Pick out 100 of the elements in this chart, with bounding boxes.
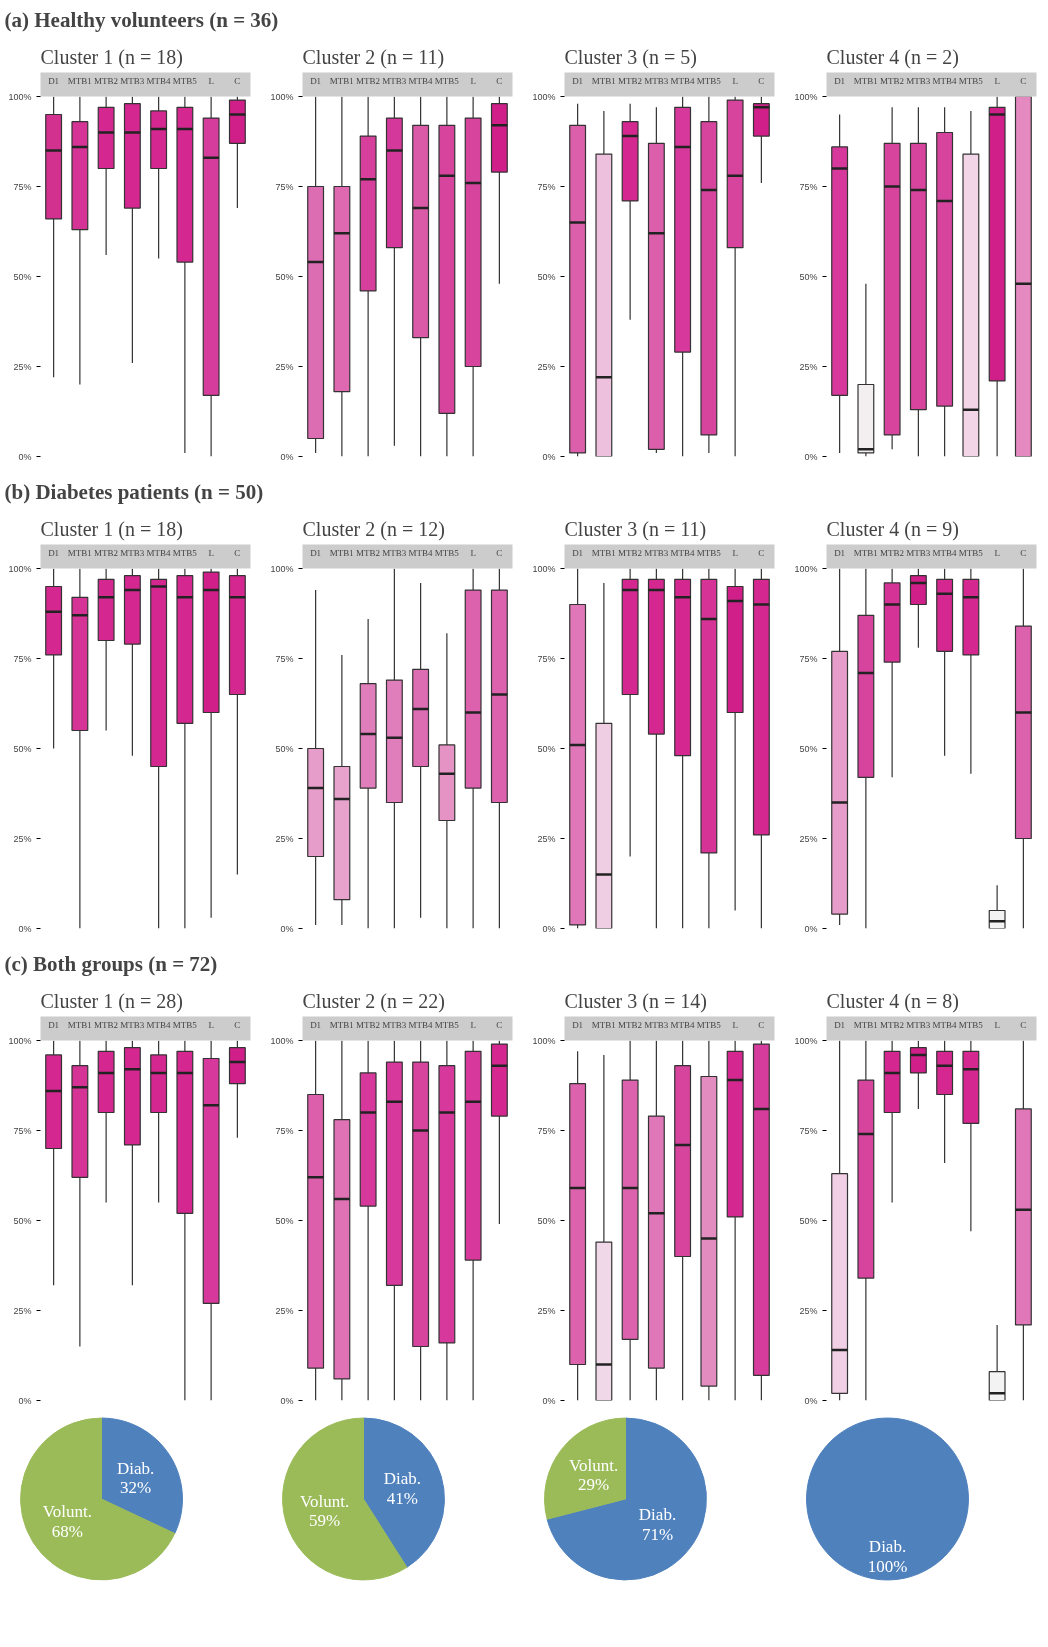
x-tick-label: MTB1 — [67, 1019, 92, 1030]
x-tick-label: MTB2 — [618, 1019, 643, 1030]
chart-title: Cluster 1 (n = 28) — [40, 989, 183, 1013]
x-tick-label: C — [1020, 1019, 1027, 1030]
y-tick-label: 75% — [537, 181, 556, 192]
y-tick-label: 75% — [799, 181, 818, 192]
y-tick-label: 75% — [13, 653, 32, 664]
x-tick-label: L — [208, 1019, 214, 1030]
y-tick-label: 0% — [18, 1395, 32, 1406]
x-tick-label: MTB3 — [906, 1019, 931, 1030]
x-tick-label: MTB4 — [146, 547, 172, 558]
x-tick-label: L — [470, 547, 476, 558]
chart-title: Cluster 4 (n = 2) — [826, 45, 959, 69]
y-tick-label: 25% — [13, 1305, 32, 1316]
y-tick-label: 0% — [18, 923, 32, 934]
y-tick-label: 100% — [8, 563, 32, 574]
y-tick-label: 50% — [537, 271, 556, 282]
x-tick-label: MTB3 — [906, 75, 931, 86]
x-tick-label: MTB4 — [408, 1019, 434, 1030]
x-tick-label: MTB1 — [329, 1019, 354, 1030]
y-tick-label: 25% — [13, 833, 32, 844]
x-tick-label: MTB3 — [644, 547, 669, 558]
y-tick-label: 100% — [532, 1035, 556, 1046]
y-tick-label: 100% — [532, 91, 556, 102]
x-tick-label: MTB2 — [880, 547, 905, 558]
x-tick-label: MTB2 — [618, 75, 643, 86]
x-tick-label: L — [470, 75, 476, 86]
y-tick-label: 0% — [280, 451, 294, 462]
slice-label: Volunt. — [568, 1455, 619, 1475]
chart-title: Cluster 3 (n = 14) — [564, 989, 707, 1013]
x-tick-label: D1 — [572, 75, 584, 86]
x-tick-label: MTB1 — [591, 75, 616, 86]
x-tick-label: C — [758, 75, 765, 86]
x-tick-label: C — [496, 1019, 503, 1030]
y-tick-label: 100% — [270, 91, 294, 102]
y-tick-label: 75% — [799, 653, 818, 664]
x-tick-label: MTB5 — [958, 547, 984, 558]
chart-title: Cluster 4 (n = 8) — [826, 989, 959, 1013]
data-label: 29% — [577, 1475, 610, 1495]
slice-label: Volunt. — [299, 1491, 350, 1511]
x-tick-label: MTB5 — [434, 1019, 460, 1030]
y-tick-label: 100% — [794, 563, 818, 574]
y-tick-label: 50% — [537, 743, 556, 754]
y-tick-label: 50% — [13, 1215, 32, 1226]
x-tick-label: MTB5 — [434, 547, 460, 558]
x-tick-label: MTB1 — [329, 75, 354, 86]
y-tick-label: 25% — [537, 1305, 556, 1316]
x-tick-label: MTB2 — [880, 1019, 905, 1030]
x-tick-label: C — [234, 547, 241, 558]
data-label: 100% — [867, 1556, 908, 1576]
x-tick-label: MTB4 — [670, 547, 696, 558]
x-tick-label: MTB3 — [120, 1019, 145, 1030]
y-tick-label: 0% — [542, 1395, 556, 1406]
x-tick-label: MTB5 — [434, 75, 460, 86]
x-tick-label: MTB5 — [172, 547, 198, 558]
x-tick-label: L — [208, 75, 214, 86]
x-tick-label: C — [1020, 547, 1027, 558]
y-tick-label: 25% — [799, 361, 818, 372]
x-tick-label: MTB4 — [408, 75, 434, 86]
chart-title: Cluster 2 (n = 12) — [302, 517, 445, 541]
y-tick-label: 50% — [537, 1215, 556, 1226]
y-tick-label: 75% — [275, 1125, 294, 1136]
y-tick-label: 50% — [275, 743, 294, 754]
x-tick-label: MTB5 — [958, 1019, 984, 1030]
x-tick-label: MTB1 — [67, 547, 92, 558]
x-tick-label: MTB1 — [853, 1019, 878, 1030]
text: (b) Diabetes patients (n = 50) — [4, 479, 264, 504]
chart-title: Cluster 1 (n = 18) — [40, 45, 183, 69]
x-tick-label: MTB4 — [932, 75, 958, 86]
x-tick-label: MTB5 — [696, 547, 722, 558]
x-tick-label: D1 — [834, 1019, 846, 1030]
y-tick-label: 75% — [799, 1125, 818, 1136]
x-tick-label: MTB2 — [618, 547, 643, 558]
x-tick-label: MTB4 — [670, 1019, 696, 1030]
x-tick-label: C — [234, 1019, 241, 1030]
y-tick-label: 25% — [537, 361, 556, 372]
x-tick-label: L — [994, 547, 1000, 558]
slice-label: Diab. — [117, 1458, 155, 1478]
x-tick-label: MTB2 — [880, 75, 905, 86]
x-tick-label: D1 — [48, 1019, 60, 1030]
y-tick-label: 25% — [275, 1305, 294, 1316]
x-tick-label: D1 — [48, 547, 60, 558]
y-tick-label: 0% — [280, 923, 294, 934]
y-tick-label: 50% — [13, 271, 32, 282]
x-tick-label: MTB4 — [670, 75, 696, 86]
x-tick-label: MTB3 — [120, 547, 145, 558]
x-tick-label: D1 — [310, 547, 322, 558]
x-tick-label: L — [732, 75, 738, 86]
x-tick-label: MTB5 — [696, 75, 722, 86]
x-tick-label: MTB2 — [356, 547, 381, 558]
y-tick-label: 0% — [18, 451, 32, 462]
y-tick-label: 100% — [8, 91, 32, 102]
text: (a) Healthy volunteers (n = 36) — [4, 7, 279, 32]
x-tick-label: MTB4 — [146, 75, 172, 86]
x-tick-label: L — [470, 1019, 476, 1030]
y-tick-label: 25% — [275, 833, 294, 844]
x-tick-label: D1 — [310, 1019, 322, 1030]
y-tick-label: 75% — [13, 1125, 32, 1136]
x-tick-label: MTB2 — [94, 547, 119, 558]
chart-title: Cluster 3 (n = 11) — [564, 517, 707, 541]
